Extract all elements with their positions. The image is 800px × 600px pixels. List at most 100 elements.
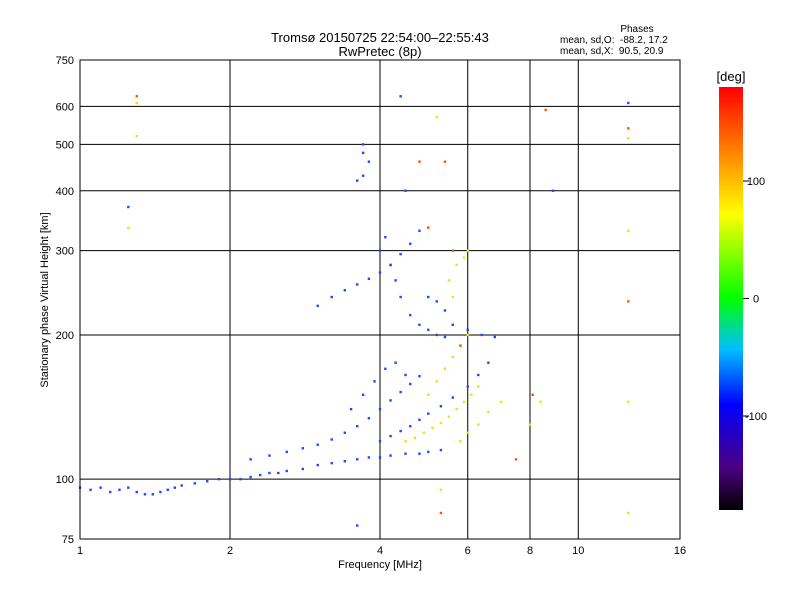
data-point xyxy=(487,361,490,364)
data-point xyxy=(127,226,130,229)
y-tick-label: 300 xyxy=(56,246,74,258)
data-point xyxy=(409,313,412,317)
data-point xyxy=(627,300,630,303)
data-point xyxy=(477,423,480,426)
phases-x-stats: mean, sd,X: 90.5, 20.9 xyxy=(560,46,664,57)
x-tick-label: 4 xyxy=(377,545,383,557)
data-point xyxy=(249,475,252,479)
data-point xyxy=(427,393,430,397)
data-point xyxy=(361,143,365,146)
data-point xyxy=(343,289,347,292)
phases-o-stats: mean, sd,O: -88.2, 17.2 xyxy=(560,35,668,46)
data-point xyxy=(439,405,443,408)
data-point xyxy=(301,447,305,450)
data-point xyxy=(451,249,455,252)
data-point xyxy=(135,490,138,494)
data-point xyxy=(435,115,438,119)
data-point xyxy=(384,367,387,370)
data-point xyxy=(422,431,426,434)
data-point xyxy=(249,458,252,461)
data-point xyxy=(439,488,443,492)
data-point xyxy=(349,407,353,411)
data-point xyxy=(355,179,359,182)
data-point xyxy=(514,458,518,461)
data-point xyxy=(399,390,402,394)
x-tick-label: 8 xyxy=(527,545,533,557)
data-point xyxy=(343,460,347,463)
data-point xyxy=(389,454,392,457)
colorbar-label: [deg] xyxy=(717,69,746,84)
data-point xyxy=(378,271,382,274)
data-point xyxy=(394,279,397,282)
data-point xyxy=(627,400,630,404)
data-point xyxy=(135,134,138,138)
data-point xyxy=(127,486,130,489)
grid-lines xyxy=(80,60,680,539)
data-point xyxy=(217,477,221,481)
data-point xyxy=(627,136,630,140)
data-point xyxy=(99,486,102,489)
data-point xyxy=(477,373,480,377)
data-point xyxy=(418,375,421,378)
data-point xyxy=(367,160,371,163)
data-point xyxy=(627,101,630,105)
y-tick-label: 75 xyxy=(62,534,74,546)
data-point xyxy=(378,440,382,443)
data-point xyxy=(427,226,430,229)
x-tick-label: 16 xyxy=(674,545,686,557)
data-point xyxy=(373,380,376,383)
data-point xyxy=(193,482,197,485)
data-point xyxy=(418,229,421,232)
data-point xyxy=(109,490,112,494)
data-point xyxy=(435,333,438,337)
data-point xyxy=(435,380,438,383)
data-point xyxy=(404,373,407,377)
data-point xyxy=(205,480,209,483)
data-point xyxy=(493,335,497,339)
data-point xyxy=(499,400,503,404)
data-point xyxy=(439,511,443,515)
data-point xyxy=(462,256,466,259)
data-point xyxy=(409,242,412,245)
data-point xyxy=(301,467,305,471)
data-point xyxy=(361,393,365,397)
data-point xyxy=(151,493,155,496)
data-point xyxy=(439,421,443,425)
data-point xyxy=(443,160,447,163)
data-point xyxy=(404,189,407,192)
data-point xyxy=(418,323,421,327)
data-point xyxy=(404,452,407,455)
plot-frame xyxy=(79,59,681,540)
data-point xyxy=(384,235,387,239)
data-point xyxy=(487,410,490,414)
colorbar-ticks: 100 0 -100 xyxy=(743,176,767,423)
data-point xyxy=(531,393,534,397)
data-point xyxy=(378,456,382,459)
data-point xyxy=(418,418,421,422)
colorbar-tick-label: 0 xyxy=(753,294,759,306)
data-point xyxy=(367,277,371,280)
x-axis-label: Frequency [MHz] xyxy=(338,559,422,571)
data-point xyxy=(285,450,288,454)
data-point xyxy=(455,407,458,411)
data-point xyxy=(399,295,402,299)
data-point xyxy=(627,229,630,232)
data-point xyxy=(477,385,480,388)
data-point xyxy=(367,456,371,459)
data-point xyxy=(343,431,347,434)
data-points xyxy=(78,95,630,527)
data-point xyxy=(435,300,438,303)
data-point xyxy=(361,151,365,155)
colorbar xyxy=(719,87,743,510)
data-point xyxy=(451,355,455,359)
data-point xyxy=(404,440,407,443)
data-point xyxy=(409,424,412,428)
data-point xyxy=(399,95,402,98)
data-point xyxy=(466,333,469,337)
data-point xyxy=(427,328,430,332)
data-point xyxy=(459,344,462,347)
data-point xyxy=(427,450,430,454)
data-point xyxy=(418,452,421,455)
x-tick-labels: 1 2 4 6 8 10 16 xyxy=(77,545,686,557)
